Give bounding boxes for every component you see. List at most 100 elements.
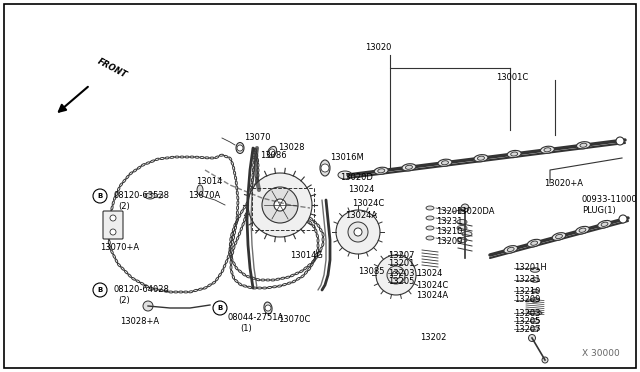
Text: 13024C: 13024C (416, 282, 448, 291)
Ellipse shape (527, 239, 541, 247)
Circle shape (348, 222, 368, 242)
Circle shape (110, 229, 116, 235)
Text: 13202: 13202 (420, 334, 446, 343)
Text: B: B (97, 287, 102, 293)
Text: 08044-2751A: 08044-2751A (228, 314, 284, 323)
Text: 13201H: 13201H (514, 263, 547, 273)
Ellipse shape (552, 232, 566, 240)
Text: 13210: 13210 (514, 286, 540, 295)
Circle shape (392, 271, 400, 279)
Ellipse shape (236, 142, 244, 154)
Ellipse shape (541, 146, 554, 153)
Ellipse shape (406, 165, 412, 169)
Circle shape (274, 199, 286, 211)
Text: 13201: 13201 (388, 260, 414, 269)
Text: FRONT: FRONT (96, 57, 129, 80)
Circle shape (354, 228, 362, 236)
Text: 13024A: 13024A (416, 292, 448, 301)
Circle shape (110, 215, 116, 221)
Ellipse shape (457, 219, 467, 224)
Circle shape (93, 189, 107, 203)
Ellipse shape (544, 148, 551, 152)
Ellipse shape (157, 194, 163, 198)
Ellipse shape (462, 231, 472, 237)
Text: 13014G: 13014G (290, 250, 323, 260)
Circle shape (213, 301, 227, 315)
Text: 13070C: 13070C (278, 315, 310, 324)
Text: 1320IH: 1320IH (436, 208, 466, 217)
Ellipse shape (531, 241, 538, 245)
Text: X 30000: X 30000 (582, 349, 620, 358)
Text: 08120-64028: 08120-64028 (113, 285, 169, 295)
Text: 13024A: 13024A (345, 212, 377, 221)
Ellipse shape (426, 236, 434, 240)
Circle shape (143, 301, 153, 311)
Ellipse shape (556, 234, 563, 238)
Ellipse shape (268, 147, 276, 158)
Circle shape (376, 255, 416, 295)
Ellipse shape (531, 327, 540, 331)
Text: 13210: 13210 (436, 228, 462, 237)
Ellipse shape (531, 319, 540, 323)
Ellipse shape (531, 278, 540, 282)
Ellipse shape (598, 221, 611, 228)
Ellipse shape (531, 298, 540, 302)
Ellipse shape (426, 226, 434, 230)
Text: 13207: 13207 (514, 324, 541, 334)
Text: 13024: 13024 (348, 186, 374, 195)
Ellipse shape (457, 225, 467, 231)
Ellipse shape (426, 216, 434, 220)
Text: (1): (1) (240, 324, 252, 333)
Text: 13070+A: 13070+A (100, 244, 139, 253)
Text: 13020+A: 13020+A (544, 179, 583, 187)
Circle shape (262, 187, 298, 223)
Bar (252, 188, 314, 230)
Text: 13024: 13024 (416, 269, 442, 279)
Circle shape (461, 204, 469, 212)
Ellipse shape (528, 311, 542, 315)
Ellipse shape (531, 289, 538, 293)
Circle shape (387, 266, 405, 284)
Ellipse shape (264, 302, 272, 314)
Ellipse shape (438, 159, 452, 166)
Ellipse shape (457, 237, 467, 243)
Text: 13016M: 13016M (330, 154, 364, 163)
Text: 08120-63528: 08120-63528 (113, 192, 169, 201)
Ellipse shape (477, 156, 484, 160)
Ellipse shape (197, 185, 203, 195)
Text: 13085: 13085 (358, 267, 385, 276)
Text: 13020D: 13020D (340, 173, 373, 183)
Text: 00933-11000: 00933-11000 (582, 196, 637, 205)
Ellipse shape (531, 268, 540, 272)
Text: PLUG(1): PLUG(1) (582, 205, 616, 215)
Text: 13028+A: 13028+A (120, 317, 159, 327)
Text: B: B (218, 305, 223, 311)
Circle shape (237, 145, 243, 151)
Circle shape (269, 149, 275, 155)
Ellipse shape (402, 164, 416, 171)
Ellipse shape (580, 143, 587, 147)
Ellipse shape (575, 227, 589, 234)
Ellipse shape (374, 167, 388, 174)
Circle shape (93, 283, 107, 297)
Text: 13209: 13209 (436, 237, 462, 247)
Text: 13014: 13014 (196, 177, 222, 186)
Text: 13203: 13203 (514, 308, 541, 317)
Text: 13231: 13231 (514, 276, 541, 285)
Ellipse shape (511, 152, 518, 156)
Circle shape (619, 215, 627, 223)
Ellipse shape (601, 222, 608, 227)
Ellipse shape (442, 161, 449, 165)
Text: (2): (2) (118, 202, 130, 211)
Text: 13207: 13207 (388, 250, 415, 260)
Text: 13020DA: 13020DA (456, 208, 495, 217)
Ellipse shape (426, 206, 434, 210)
Ellipse shape (504, 246, 518, 253)
Circle shape (616, 137, 624, 145)
Ellipse shape (338, 171, 352, 179)
Ellipse shape (474, 155, 488, 162)
Ellipse shape (508, 150, 521, 158)
Text: B: B (97, 193, 102, 199)
Text: 13020: 13020 (365, 44, 391, 52)
Text: 13028: 13028 (278, 144, 305, 153)
